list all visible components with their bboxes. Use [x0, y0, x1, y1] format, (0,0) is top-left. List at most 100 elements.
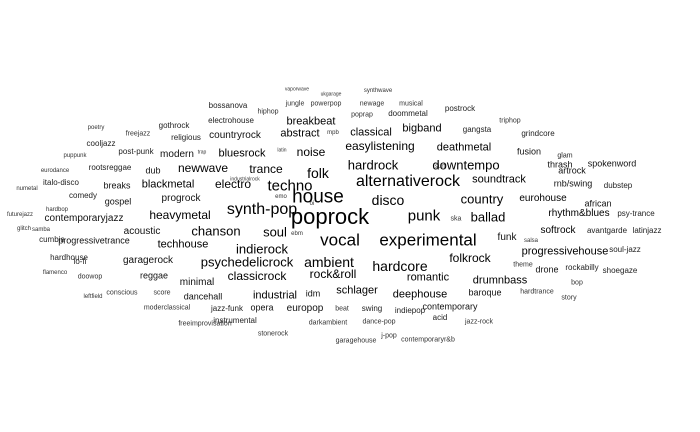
cloud-word: doowop [77, 273, 103, 281]
cloud-word: latinjazz [632, 226, 662, 235]
cloud-word: flamenco [42, 270, 68, 276]
cloud-word: rock&roll [309, 267, 357, 281]
cloud-word: experimental [379, 230, 477, 250]
cloud-word: contemporaryjazz [44, 213, 124, 224]
cloud-word: poprock [290, 204, 370, 229]
cloud-word: vocal [320, 230, 360, 250]
cloud-word: story [561, 294, 577, 302]
cloud-word: ukgarage [320, 91, 342, 98]
cloud-word: progressivehouse [521, 245, 609, 258]
cloud-word: thrash [547, 159, 573, 170]
cloud-word: synth-pop [226, 201, 298, 218]
cloud-word: contemporaryr&b [401, 336, 455, 344]
cloud-word: acid [432, 313, 448, 322]
cloud-word: futurejazz [6, 212, 34, 218]
cloud-word: romantic [406, 271, 450, 284]
cloud-word: dancehall [183, 291, 223, 302]
cloud-word: doommetal [388, 109, 428, 118]
cloud-word: hardcore [372, 258, 428, 274]
cloud-word: house [292, 186, 344, 208]
cloud-word: artrock [558, 165, 586, 176]
cloud-word: baroque [468, 287, 502, 298]
cloud-word: poetry [87, 125, 105, 131]
cloud-word: synthwave [363, 88, 393, 94]
cloud-word: gothrock [158, 121, 190, 130]
cloud-word: acoustic [123, 226, 161, 237]
cloud-word: progressivetrance [58, 235, 130, 246]
cloud-word: rockabilly [565, 263, 599, 272]
cloud-word: softrock [540, 225, 576, 236]
cloud-word: avantgarde [586, 226, 628, 235]
cloud-word: folk [307, 165, 329, 181]
cloud-word: surf [434, 164, 446, 170]
cloud-word: musical [399, 100, 423, 108]
cloud-word: heavymetal [149, 208, 211, 222]
cloud-word: psychedelicrock [200, 254, 294, 270]
cloud-word: spokenword [587, 158, 637, 169]
cloud-word: contemporary [422, 301, 478, 312]
cloud-word: stonerock [257, 330, 289, 338]
cloud-word: rootsreggae [88, 163, 132, 172]
cloud-word: puppunk [63, 153, 87, 159]
cloud-word: cooljazz [86, 139, 116, 148]
cloud-word: vaporwave [284, 86, 310, 93]
cloud-word: techno [267, 177, 313, 195]
cloud-word: blackmetal [141, 178, 195, 191]
cloud-word: hardtrance [520, 288, 554, 296]
cloud-word: rnb/swing [553, 178, 593, 189]
cloud-word: bossanova [208, 101, 248, 110]
cloud-word: folkrock [449, 251, 491, 265]
cloud-word: dubstep [603, 181, 633, 190]
cloud-word: modern [160, 149, 194, 160]
cloud-word: ebm [291, 231, 303, 237]
cloud-word: garagerock [122, 255, 174, 266]
cloud-word: bop [571, 279, 583, 287]
cloud-word: instrumental [213, 316, 257, 325]
cloud-word: jazz-rock [464, 318, 494, 326]
cloud-word: salsa [523, 238, 539, 244]
cloud-word: drumnbass [472, 274, 528, 287]
cloud-word: punk [407, 207, 441, 225]
cloud-word: electro [214, 177, 252, 191]
cloud-word: industrialrock [230, 176, 260, 183]
cloud-word: minimal [179, 277, 215, 288]
cloud-word: glam [557, 152, 573, 160]
cloud-word: triphop [499, 117, 521, 125]
cloud-word: breaks [103, 180, 131, 191]
cloud-word: glitch [16, 226, 32, 232]
cloud-word: poprap [351, 111, 373, 119]
cloud-word: trap [197, 149, 207, 156]
cloud-word: deephouse [392, 288, 448, 301]
cloud-word: lo-fi [73, 257, 87, 266]
cloud-word: emo [275, 194, 287, 200]
cloud-word: breakbeat [286, 115, 336, 128]
cloud-word: noise [296, 145, 326, 159]
cloud-word: bluesrock [218, 147, 266, 160]
cloud-word: post-punk [118, 147, 154, 156]
cloud-word: freejazz [125, 130, 151, 138]
cloud-word: easylistening [345, 139, 415, 153]
cloud-word: gospel [104, 196, 132, 207]
cloud-word: j-pop [381, 332, 397, 340]
cloud-word: dance-pop [362, 318, 396, 326]
cloud-word: soul-jazz [609, 245, 641, 254]
cloud-word: hiphop [257, 108, 279, 116]
cloud-word: abstract [280, 127, 320, 140]
cloud-word: score [153, 289, 171, 297]
cloud-word: drone [535, 264, 559, 275]
cloud-word: hardbop [45, 207, 69, 213]
cloud-word: conscious [106, 289, 138, 297]
cloud-word: indierock [235, 241, 289, 257]
cloud-word: italo-disco [42, 178, 80, 187]
cloud-word: psy-trance [617, 209, 655, 218]
cloud-word: progrock [161, 193, 201, 204]
cloud-word: newwave [177, 161, 229, 175]
cloud-word: cumbia [39, 235, 65, 244]
cloud-word: country [460, 191, 504, 207]
cloud-word: newage [359, 100, 385, 108]
cloud-word: disco [371, 192, 405, 208]
cloud-word: techhouse [157, 238, 209, 251]
cloud-word: dub [145, 165, 161, 176]
cloud-word: hardhouse [50, 253, 88, 262]
